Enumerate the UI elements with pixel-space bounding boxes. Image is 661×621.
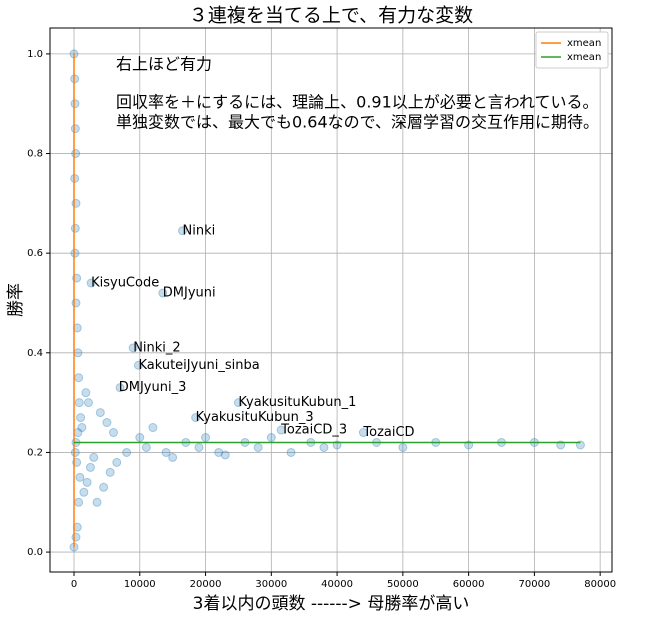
scatter-point: [70, 124, 80, 134]
scatter-point: [319, 442, 329, 452]
scatter-point: [74, 497, 84, 507]
scatter-point: [73, 428, 83, 438]
scatter-point: [81, 388, 91, 398]
annotation: Ninki: [183, 223, 216, 238]
annotation: DMJyuni: [163, 286, 216, 301]
scatter-point: [135, 432, 145, 442]
x-tick-label: 30000: [255, 579, 287, 590]
scatter-point: [253, 442, 263, 452]
scatter-point: [70, 248, 80, 258]
annotation: TozaiCD_3: [280, 423, 347, 438]
legend: xmean xmean: [535, 31, 609, 69]
scatter-point: [71, 532, 81, 542]
scatter-point: [358, 428, 368, 438]
note: 回収率を＋にするには、理論上、0.91以上が必要と言われている。: [116, 93, 599, 112]
scatter-point: [141, 442, 151, 452]
scatter-point: [158, 288, 168, 298]
scatter-point: [286, 447, 296, 457]
y-tick-label: 0.8: [27, 149, 43, 160]
scatter-point: [70, 447, 80, 457]
scatter-point: [75, 472, 85, 482]
scatter-point: [398, 442, 408, 452]
scatter-point: [95, 408, 105, 418]
annotation: KyakusituKubun_1: [238, 395, 356, 410]
scatter-point: [74, 373, 84, 383]
x-axis-label: 3着以内の頭数 ------> 母勝率が高い: [193, 594, 470, 614]
x-tick-label: 0: [71, 579, 77, 590]
scatter-point: [92, 497, 102, 507]
scatter-point: [105, 467, 115, 477]
scatter-point: [108, 428, 118, 438]
scatter-point: [266, 432, 276, 442]
scatter-point: [79, 487, 89, 497]
scatter-point: [214, 447, 224, 457]
plot-frame: [49, 27, 613, 573]
scatter-point: [128, 343, 138, 353]
scatter-point: [191, 413, 201, 423]
legend-label: xmean: [567, 52, 601, 63]
y-tick-label: 0.0: [27, 547, 43, 558]
scatter-point: [73, 348, 83, 358]
annotation: DMJyuni_3: [119, 380, 187, 395]
scatter-point: [71, 198, 81, 208]
legend-box: [535, 31, 609, 69]
scatter-point: [99, 482, 109, 492]
scatter-point: [85, 462, 95, 472]
scatter-point: [82, 477, 92, 487]
annotation: KyakusituKubun_3: [196, 410, 314, 425]
scatter-point: [133, 360, 143, 370]
x-tick-label: 20000: [190, 579, 222, 590]
x-tick-label: 50000: [387, 579, 419, 590]
note: 単独変数では、最大でも0.64なので、深層学習の交互作用に期待。: [116, 113, 599, 132]
y-tick-label: 0.2: [27, 447, 43, 458]
scatter-point: [86, 278, 96, 288]
scatter-point: [276, 425, 286, 435]
scatter-point: [74, 398, 84, 408]
scatter-point: [70, 223, 80, 233]
x-tick-label: 70000: [518, 579, 550, 590]
y-tick-label: 0.6: [27, 248, 43, 259]
annotation: KakuteiJyuni_sinba: [138, 358, 259, 373]
x-tick-label: 10000: [124, 579, 156, 590]
scatter-point: [178, 226, 188, 236]
annotation: Ninki_2: [133, 340, 181, 355]
scatter-point: [122, 447, 132, 457]
scatter-point: [168, 452, 178, 462]
scatter-point: [83, 398, 93, 408]
scatter-point: [77, 423, 87, 433]
scatter-point: [148, 423, 158, 433]
x-tick-label: 60000: [453, 579, 485, 590]
scatter-point: [194, 442, 204, 452]
scatter-point: [70, 99, 80, 109]
legend-label: xmean: [567, 38, 601, 49]
x-tick-label: 80000: [584, 579, 616, 590]
y-tick-label: 1.0: [27, 49, 43, 60]
scatter-point: [115, 383, 125, 393]
scatter-point: [89, 452, 99, 462]
annotation: KisyuCode: [91, 276, 159, 291]
y-tick-label: 0.4: [27, 348, 43, 359]
scatter-point: [220, 450, 230, 460]
scatter-point: [201, 432, 211, 442]
x-tick-label: 40000: [321, 579, 353, 590]
scatter-point: [102, 418, 112, 428]
chart-title: ３連複を当てる上で、有力な変数: [189, 5, 473, 27]
scatter-point: [71, 149, 81, 159]
scatter-point: [233, 398, 243, 408]
note: 右上ほど有力: [116, 55, 212, 74]
scatter-point: [71, 298, 81, 308]
annotation: TozaiCD: [362, 425, 414, 440]
y-axis-label: 勝率: [6, 283, 26, 317]
scatter-point: [161, 447, 171, 457]
scatter-point: [76, 413, 86, 423]
scatter-point: [112, 457, 122, 467]
